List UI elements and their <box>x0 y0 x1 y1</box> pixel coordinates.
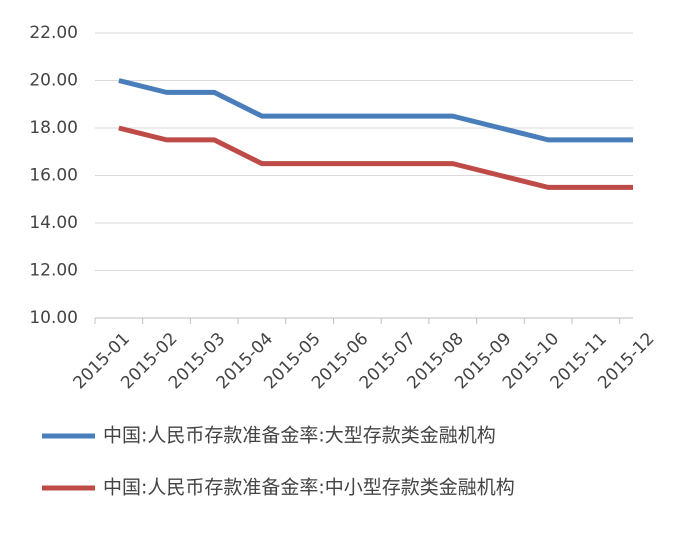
y-tick-label: 12.00 <box>29 261 78 281</box>
y-tick-label: 18.00 <box>29 118 78 138</box>
y-tick-label: 14.00 <box>29 213 78 233</box>
y-tick-label: 10.00 <box>29 308 78 328</box>
line <box>118 125 633 190</box>
plot-area <box>94 32 633 324</box>
y-tick-label: 22.00 <box>29 23 78 43</box>
line <box>118 78 633 143</box>
legend-label: 中国:人民币存款准备金率:大型存款类金融机构 <box>103 425 496 447</box>
legend-label: 中国:人民币存款准备金率:中小型存款类金融机构 <box>103 477 515 499</box>
legend: 中国:人民币存款准备金率:大型存款类金融机构中国:人民币存款准备金率:中小型存款… <box>42 425 515 499</box>
y-tick-label: 20.00 <box>29 71 78 91</box>
y-tick-label: 16.00 <box>29 166 78 186</box>
